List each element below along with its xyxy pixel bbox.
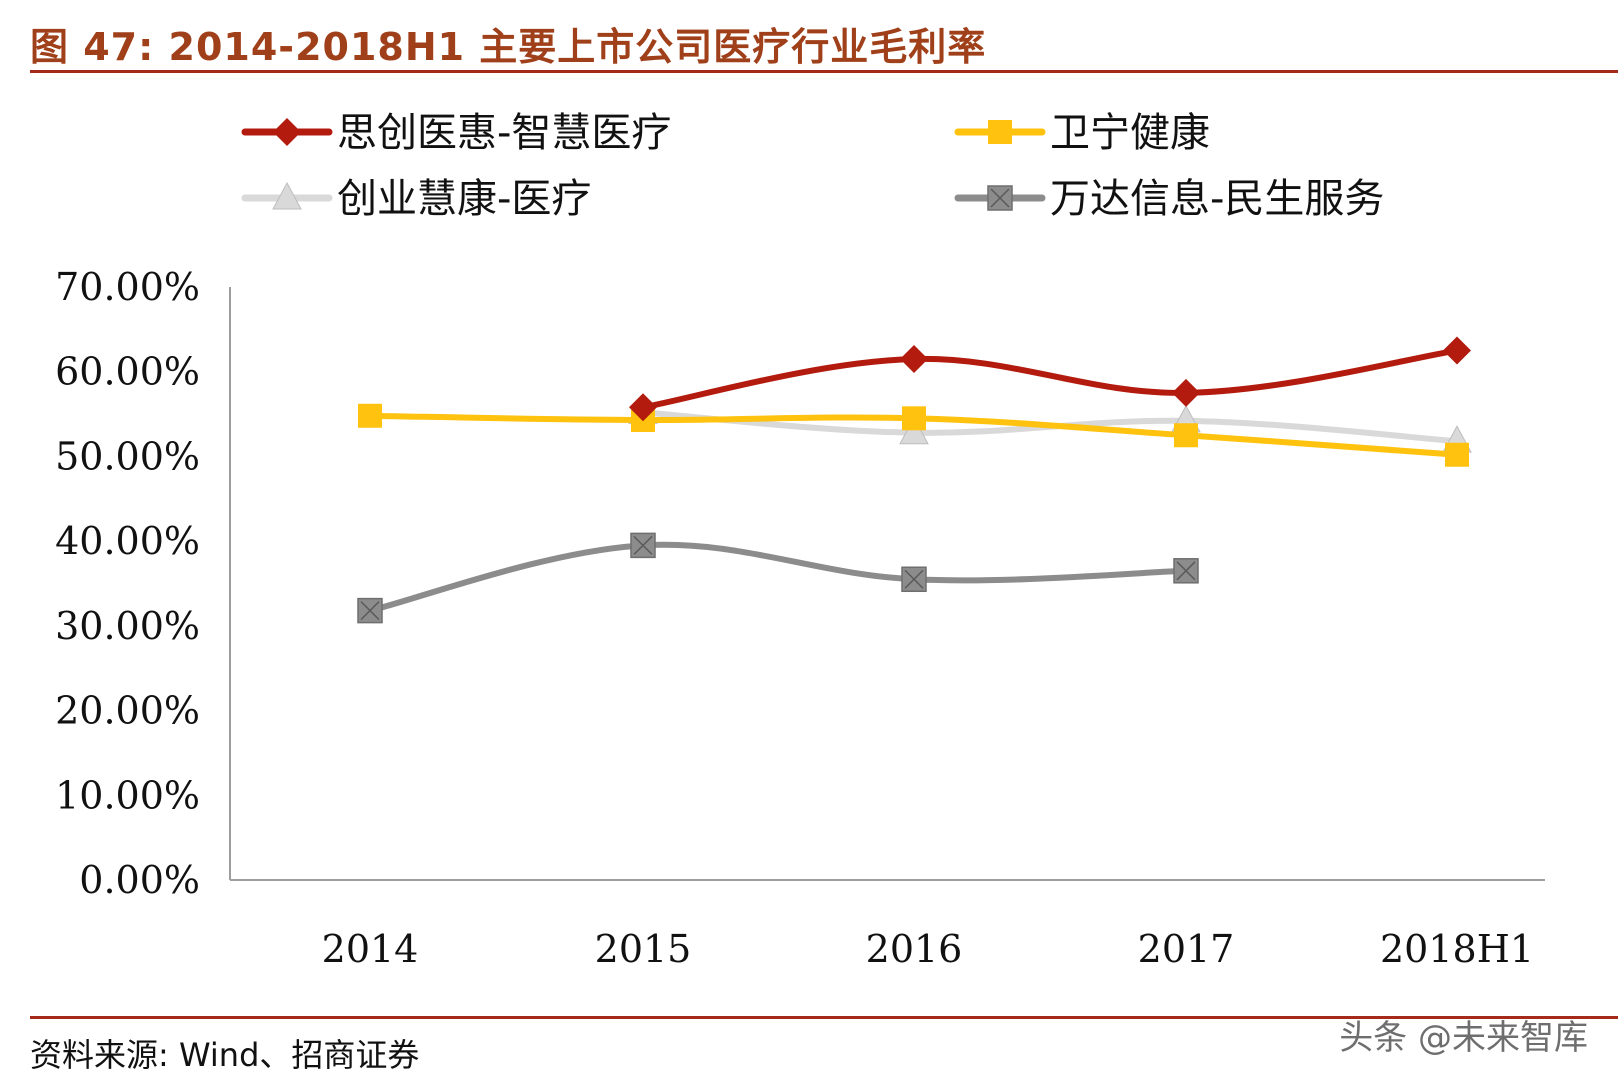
x-tick-label: 2016 (866, 927, 963, 971)
title-rule (30, 70, 1618, 73)
legend-label: 卫宁健康 (1050, 110, 1210, 156)
y-tick-label: 50.00% (55, 434, 200, 478)
y-tick-label: 60.00% (55, 350, 200, 394)
data-point (902, 406, 926, 431)
x-tick-label: 2018H1 (1380, 927, 1534, 971)
data-point (900, 345, 928, 374)
x-tick-label: 2015 (595, 927, 692, 971)
line-chart: 0.00% 10.00% 20.00% 30.00% 40.00% 50.00% 60.00… (55, 110, 1545, 971)
data-point (630, 532, 656, 559)
data-point (1443, 336, 1471, 365)
y-tick-label: 30.00% (55, 604, 200, 648)
x-tick-label: 2014 (322, 927, 419, 971)
watermark: 头条 @未来智库 (1339, 1018, 1588, 1058)
x-tick-label: 2017 (1138, 927, 1235, 971)
legend-marker (987, 185, 1013, 211)
data-point (901, 566, 927, 593)
data-point (1172, 378, 1200, 407)
data-point (1174, 423, 1198, 448)
y-tick-label: 0.00% (79, 858, 200, 902)
legend-label: 创业慧康-医疗 (337, 176, 591, 222)
data-point (1173, 558, 1199, 584)
data-point (358, 403, 382, 428)
series-line (367, 541, 1189, 614)
legend-label: 万达信息-民生服务 (1050, 176, 1384, 222)
data-point (629, 393, 657, 422)
legend-marker (273, 118, 301, 146)
source-note: 资料来源: Wind、招商证券 (30, 1036, 420, 1074)
y-tick-label: 20.00% (55, 689, 200, 733)
y-tick-label: 70.00% (55, 265, 200, 309)
data-point (357, 597, 383, 624)
legend-label: 思创医惠-智慧医疗 (337, 110, 671, 156)
data-point (1445, 442, 1469, 467)
y-tick-label: 40.00% (55, 519, 200, 563)
y-tick-label: 10.00% (55, 773, 200, 817)
legend-marker (988, 120, 1012, 144)
source-rule (30, 1016, 1618, 1019)
legend-marker (272, 181, 302, 210)
figure-title: 图 47: 2014-2018H1 主要上市公司医疗行业毛利率 (30, 25, 987, 69)
series-line (640, 347, 1460, 411)
data-point (899, 416, 929, 445)
